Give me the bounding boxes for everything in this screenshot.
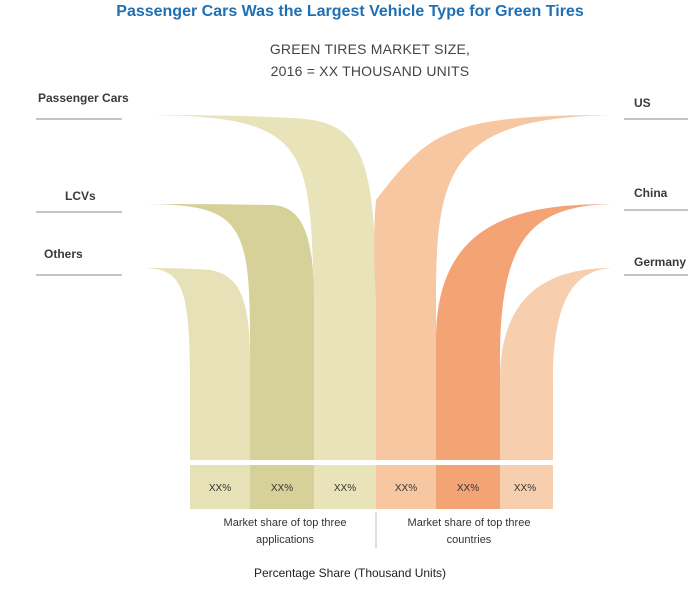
caption-applications-line-1: Market share of top three [223, 517, 347, 529]
label-china: China [634, 186, 668, 200]
percent-others: XX% [208, 483, 232, 494]
flow-band-germany [500, 268, 612, 460]
subtitle-line-2: 2016 = XX THOUSAND UNITS [270, 63, 470, 79]
percent-germany: XX% [513, 483, 537, 494]
flow-band-us [374, 115, 612, 460]
market-size-subtitle: GREEN TIRES MARKET SIZE, 2016 = XX THOUS… [180, 38, 560, 82]
caption-applications: Market share of top three applications [200, 515, 370, 549]
percent-us: XX% [394, 483, 418, 494]
label-lcvs: LCVs [65, 189, 96, 203]
caption-countries-line-1: Market share of top three [407, 517, 531, 529]
label-others: Others [44, 247, 83, 261]
bar-segment-lcvs [250, 465, 314, 509]
percent-china: XX% [456, 483, 480, 494]
bar-segment-passenger-cars [314, 465, 376, 509]
percent-passenger-cars: XX% [333, 483, 357, 494]
bar-segment-china [436, 465, 500, 509]
flow-band-passenger-cars [140, 115, 376, 460]
label-germany: Germany [634, 255, 687, 269]
label-passenger-cars: Passenger Cars [38, 91, 129, 105]
caption-applications-line-2: applications [255, 534, 315, 546]
flow-band-china [436, 204, 612, 460]
bar-segment-others [190, 465, 250, 509]
bar-segment-us [376, 465, 436, 509]
flow-band-lcvs [140, 204, 314, 460]
caption-countries: Market share of top three countries [384, 515, 554, 549]
flow-band-others [140, 268, 250, 460]
subtitle-line-1: GREEN TIRES MARKET SIZE, [269, 41, 471, 57]
axis-title: Percentage Share (Thousand Units) [253, 566, 447, 580]
chart-title: Passenger Cars Was the Largest Vehicle T… [116, 3, 584, 20]
label-us: US [634, 96, 651, 110]
caption-countries-line-2: countries [446, 534, 492, 546]
bar-segment-germany [500, 465, 553, 509]
percent-lcvs: XX% [270, 483, 294, 494]
